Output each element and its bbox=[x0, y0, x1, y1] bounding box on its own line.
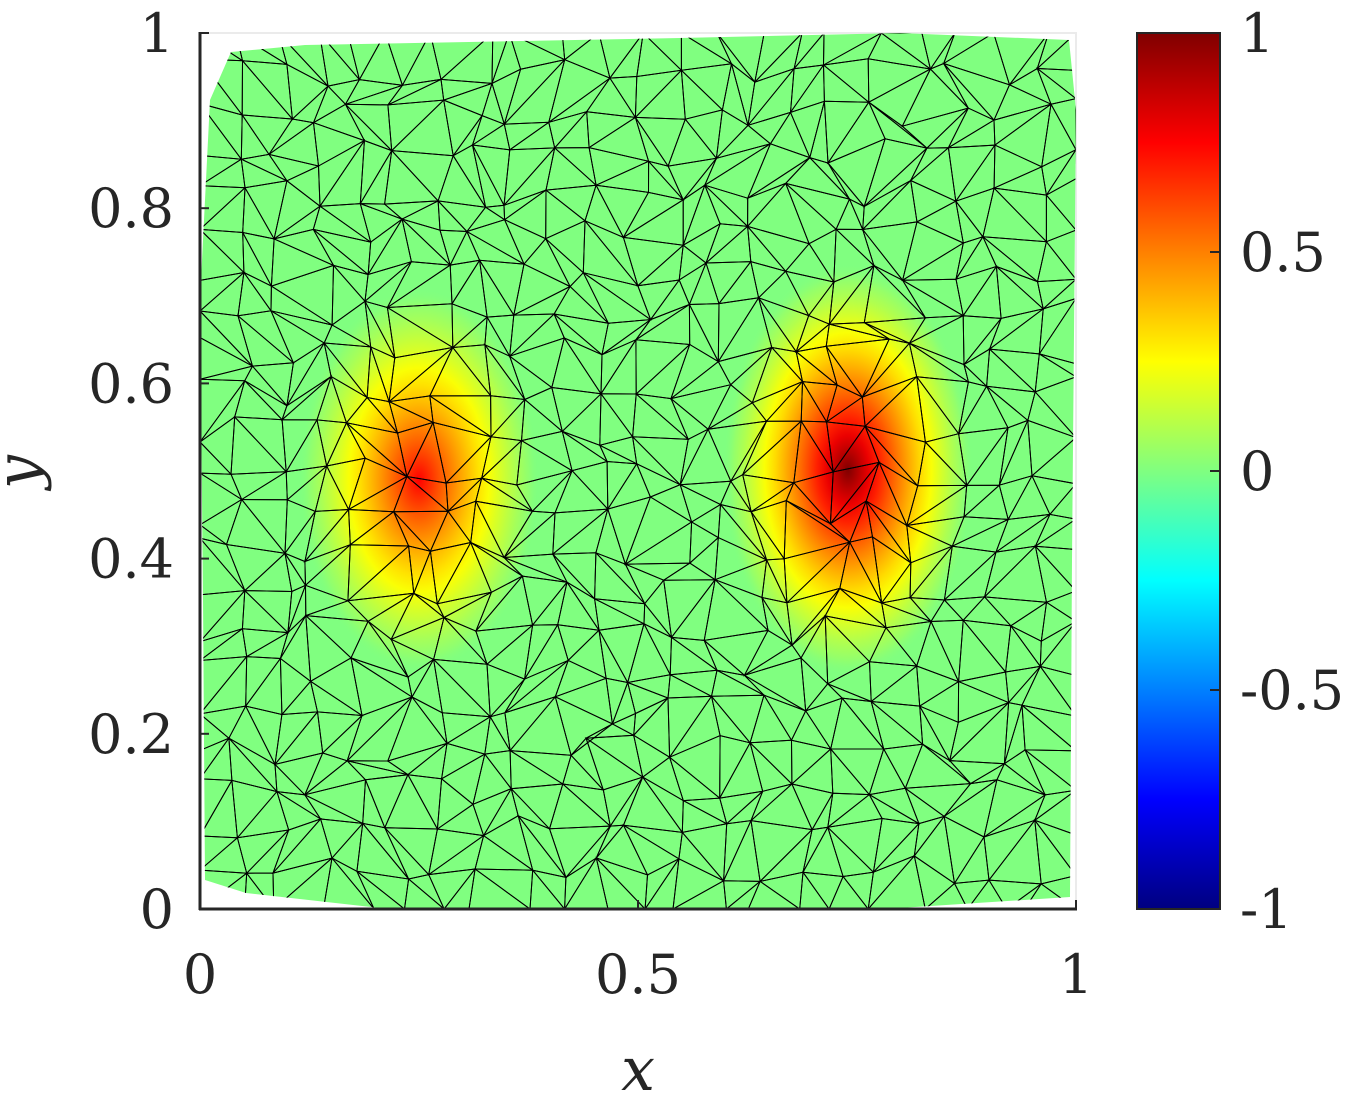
colorbar-tick-label: 0.5 bbox=[1240, 221, 1326, 284]
mesh-triangle bbox=[921, 33, 956, 71]
mesh-triangle bbox=[491, 33, 511, 84]
colorbar: -1 -0.5 0 0.5 1 bbox=[1136, 2, 1344, 941]
y-tick-label: 0.8 bbox=[88, 177, 174, 240]
y-tick-label: 0.4 bbox=[88, 528, 174, 591]
mesh-triangle bbox=[793, 33, 826, 70]
mesh-triangle bbox=[992, 33, 1050, 86]
colorbar-tick-label: -1 bbox=[1240, 878, 1293, 941]
mesh-triangle bbox=[561, 33, 601, 61]
y-axis-label: y bbox=[0, 454, 53, 492]
colorbar-ramp bbox=[1137, 33, 1220, 909]
y-tick-label: 0.6 bbox=[88, 352, 174, 415]
mesh-triangle bbox=[942, 33, 996, 65]
mesh-triangle bbox=[347, 33, 387, 81]
y-tick-label: 0 bbox=[140, 878, 174, 941]
x-tick-label: 1 bbox=[1059, 943, 1093, 1006]
mesh-triangle bbox=[753, 33, 804, 84]
peak-left bbox=[299, 288, 539, 672]
triangle-mesh bbox=[200, 33, 1076, 908]
y-axis-ticks: 0 0.2 0.4 0.6 0.8 1 bbox=[88, 2, 209, 941]
mesh-triangle bbox=[598, 33, 645, 80]
mesh-triangle bbox=[429, 33, 495, 81]
colorbar-tick-label: 1 bbox=[1240, 2, 1274, 65]
y-tick-label: 0.2 bbox=[88, 703, 174, 766]
x-tick-label: 0 bbox=[183, 943, 217, 1006]
mesh-triangle bbox=[384, 33, 432, 87]
colorbar-tick-label: -0.5 bbox=[1240, 659, 1344, 722]
x-axis-label: x bbox=[621, 1035, 655, 1097]
x-axis-ticks: 0 0.5 1 bbox=[183, 900, 1093, 1006]
mesh-triangle bbox=[1036, 33, 1076, 71]
mesh-triangle bbox=[822, 33, 884, 66]
colorbar-tick-label: 0 bbox=[1240, 440, 1274, 503]
colorbar-ticks: -1 -0.5 0 0.5 1 bbox=[1210, 2, 1344, 941]
y-tick-label: 1 bbox=[140, 2, 174, 65]
x-tick-label: 0.5 bbox=[595, 943, 681, 1006]
